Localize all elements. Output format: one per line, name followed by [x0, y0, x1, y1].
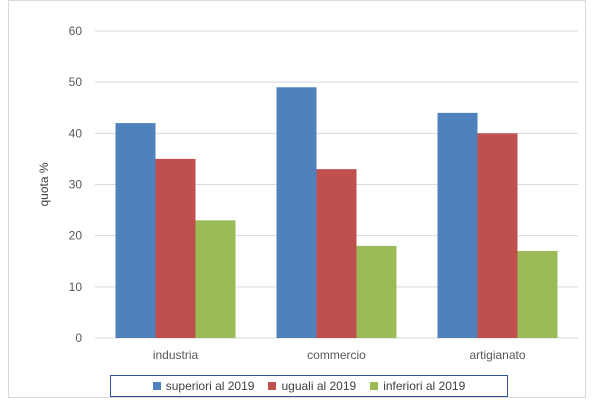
- bar-artigianato-1: [477, 133, 518, 338]
- x-tick-label: industria: [153, 348, 199, 362]
- legend-swatch: [268, 382, 277, 390]
- y-axis-title: quota %: [37, 162, 51, 206]
- bar-commercio-2: [356, 245, 397, 338]
- bar-artigianato-2: [517, 251, 558, 338]
- bar-commercio-1: [316, 169, 357, 338]
- bar-industria-2: [195, 220, 236, 338]
- legend-swatch: [152, 382, 161, 390]
- x-tick-label: commercio: [307, 348, 366, 362]
- bar-artigianato-0: [437, 112, 478, 338]
- legend-item: superiori al 2019: [152, 379, 255, 393]
- bar-industria-0: [115, 123, 156, 338]
- legend-item: uguali al 2019: [268, 379, 356, 393]
- y-tick-label: 20: [69, 229, 83, 243]
- bar-industria-1: [155, 158, 196, 338]
- y-tick-label: 0: [75, 331, 82, 345]
- legend-item: inferiori al 2019: [370, 379, 465, 393]
- bar-commercio-0: [276, 87, 317, 339]
- legend-label: superiori al 2019: [165, 379, 255, 393]
- legend: superiori al 2019 uguali al 2019 inferiori…: [110, 375, 508, 397]
- y-tick-label: 30: [69, 178, 83, 192]
- legend-label: uguali al 2019: [281, 379, 357, 393]
- x-tick-label: artigianato: [469, 348, 525, 362]
- y-tick-label: 50: [69, 75, 83, 89]
- y-tick-label: 40: [69, 126, 83, 140]
- y-tick-label: 10: [69, 280, 83, 294]
- legend-label: inferiori al 2019: [383, 379, 466, 393]
- legend-swatch: [370, 382, 379, 390]
- y-tick-label: 60: [69, 24, 83, 38]
